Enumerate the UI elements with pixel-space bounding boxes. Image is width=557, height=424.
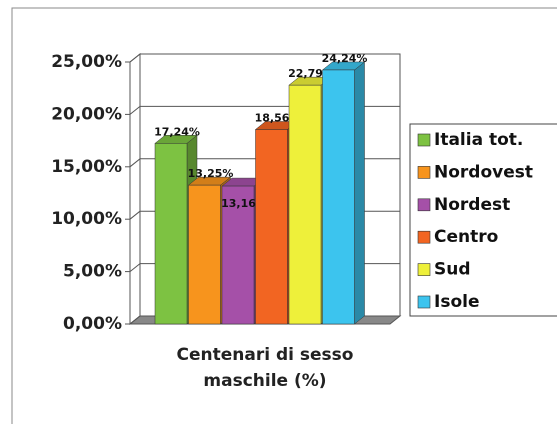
bar (154, 143, 188, 325)
value-label: 17,24% (154, 125, 200, 138)
side-wall (129, 52, 141, 326)
value-label: 13,25% (188, 167, 234, 180)
legend-swatch (417, 263, 431, 276)
bar (188, 184, 221, 325)
bar-side (354, 61, 365, 325)
bar (288, 84, 322, 325)
y-tick-label: 20,00% (51, 104, 122, 124)
grid-line-side (129, 106, 141, 115)
legend-label: Nordest (434, 195, 510, 215)
legend-swatch (417, 198, 431, 212)
grid-line-side (129, 210, 141, 220)
grid-line-side (129, 158, 141, 168)
y-tick-label: 25,00% (51, 52, 122, 72)
legend-swatch (417, 230, 431, 244)
legend-box (409, 123, 557, 317)
grid-line-side (129, 263, 141, 272)
bar (255, 129, 288, 325)
grid-line-side (129, 315, 141, 325)
legend-swatch (417, 295, 431, 309)
legend-swatch (417, 166, 431, 179)
legend-label: Sud (434, 260, 471, 280)
legend-label: Centro (434, 227, 498, 247)
y-tick-label: 15,00% (51, 157, 122, 177)
legend-label: Isole (434, 292, 479, 312)
y-tick-label: 0,00% (63, 314, 122, 334)
y-tick-label: 10,00% (51, 209, 122, 229)
y-tick-label: 5,00% (63, 262, 122, 282)
bar (221, 185, 255, 325)
legend-label: Italia tot. (434, 130, 523, 150)
value-label: 24,24% (322, 52, 368, 65)
legend-label: Nordovest (434, 162, 533, 182)
grid-line-side (129, 53, 141, 63)
x-category-label: Centenari di sesso maschile (%) (176, 345, 354, 391)
legend-swatch (417, 133, 431, 147)
bar (322, 69, 355, 325)
